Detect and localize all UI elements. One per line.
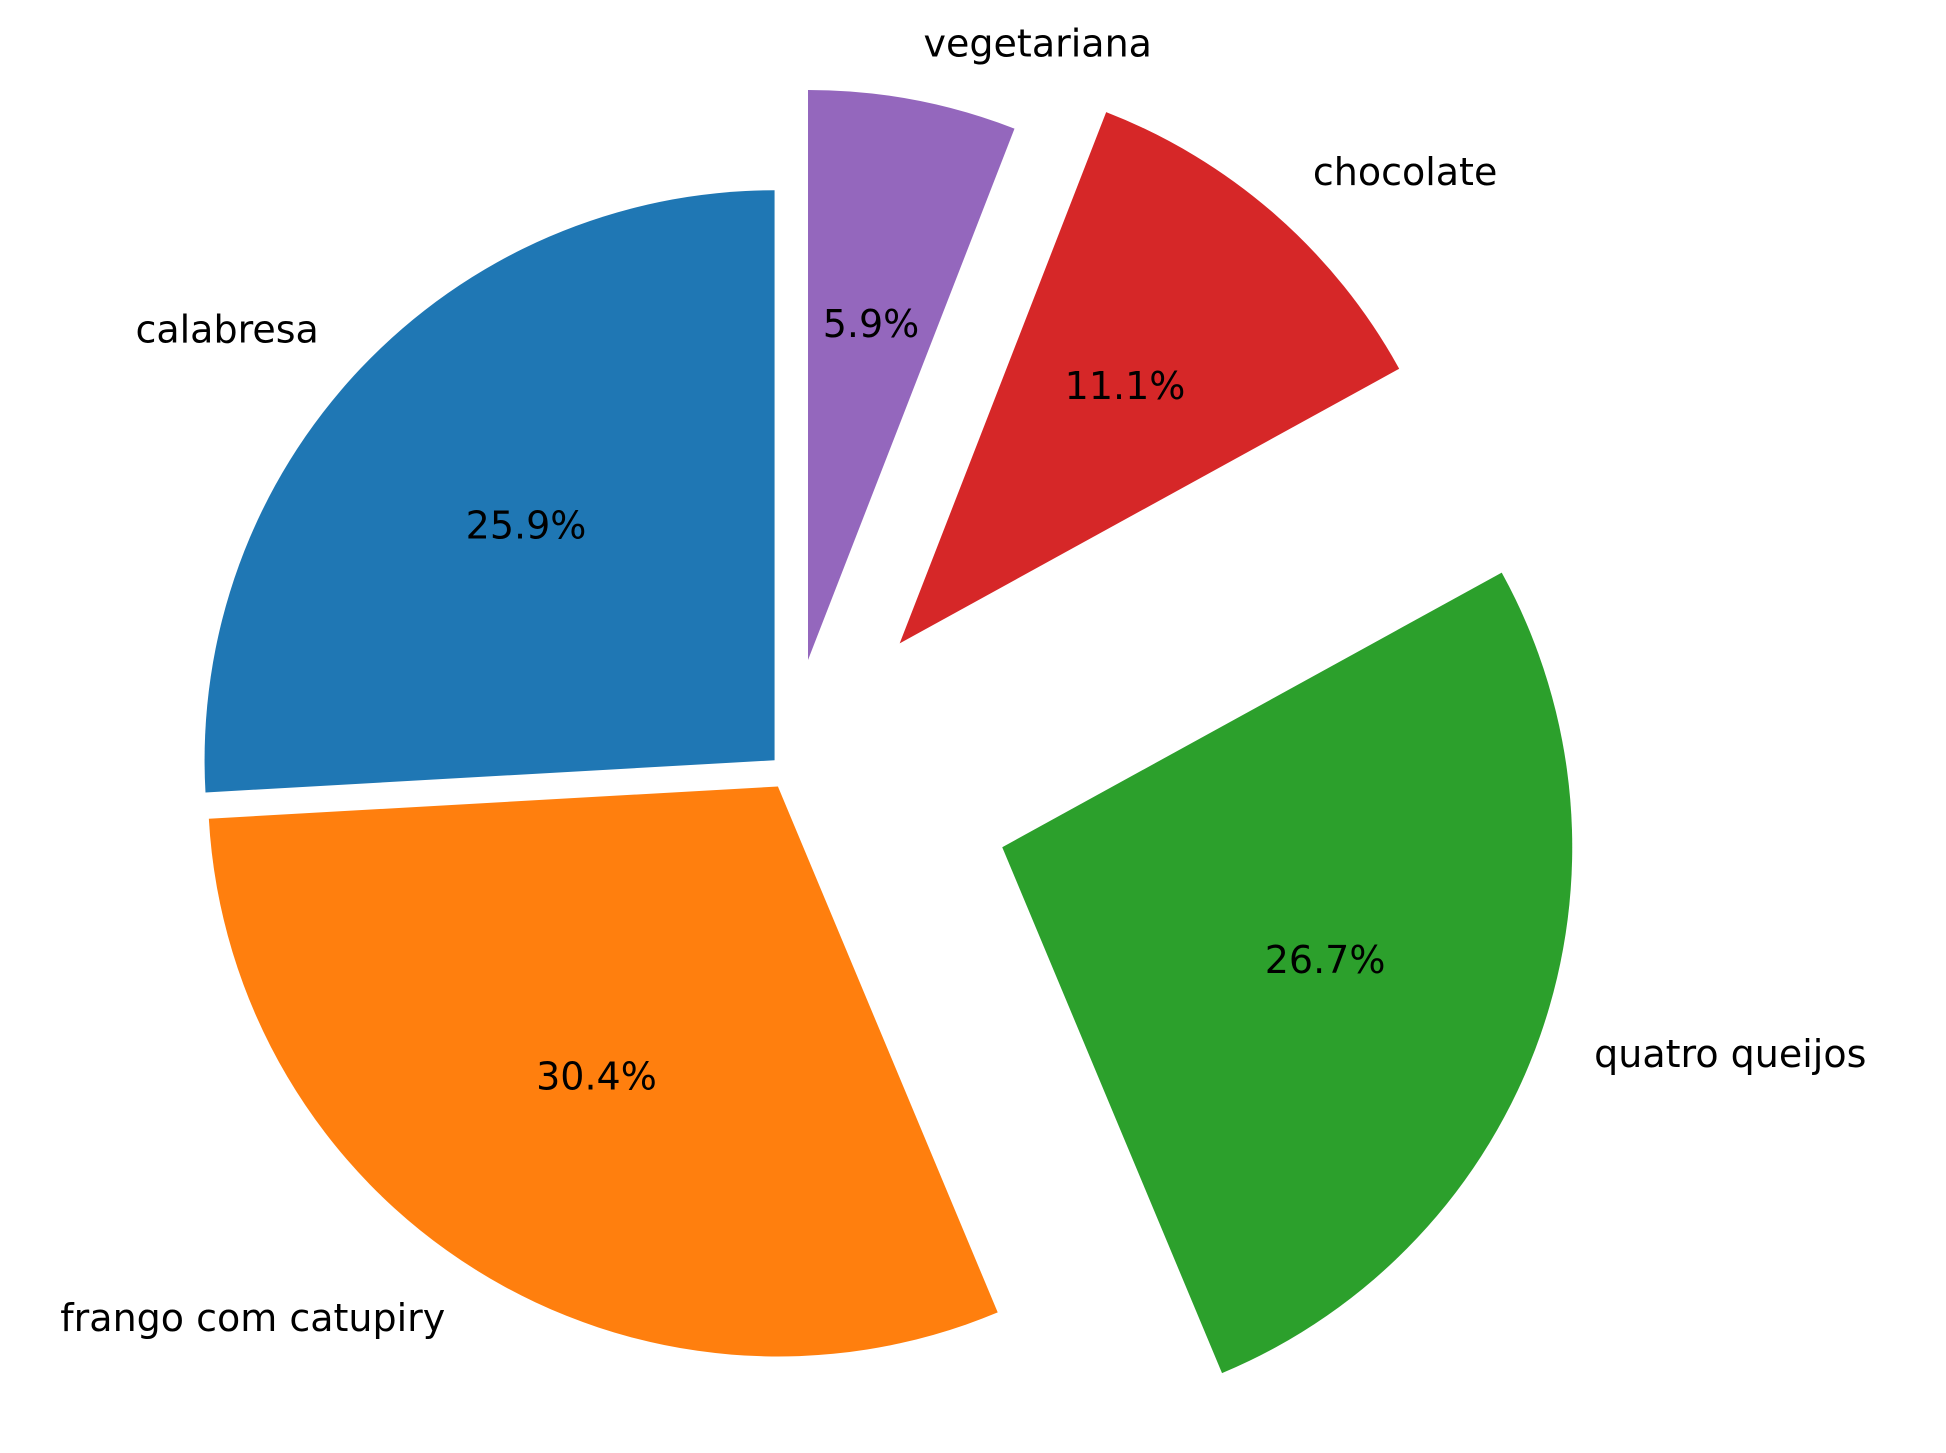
slice-percent-label: 5.9% bbox=[823, 302, 920, 346]
slice-percent-label: 25.9% bbox=[466, 503, 587, 547]
slice-label: frango com catupiry bbox=[60, 1296, 445, 1340]
pie-slice-calabresa bbox=[204, 190, 775, 793]
slice-label: calabresa bbox=[135, 308, 318, 352]
slice-percent-label: 11.1% bbox=[1065, 364, 1186, 408]
slices-layer bbox=[204, 89, 1573, 1374]
pie-slice-vegetariana bbox=[808, 89, 1015, 660]
pie-slice-quatro-queijos bbox=[1002, 572, 1573, 1374]
pie-slice-chocolate bbox=[899, 112, 1400, 644]
slice-percent-label: 30.4% bbox=[536, 1054, 657, 1098]
slice-percent-label: 26.7% bbox=[1265, 938, 1386, 982]
slice-label: chocolate bbox=[1313, 150, 1498, 194]
labels-layer: calabresa 25.9% frango com catupiry 30.4% qu… bbox=[60, 22, 1866, 1340]
slice-label: vegetariana bbox=[924, 22, 1152, 66]
slice-label: quatro queijos bbox=[1594, 1032, 1866, 1076]
pie-slice-frango-com-catupiry bbox=[208, 786, 998, 1357]
